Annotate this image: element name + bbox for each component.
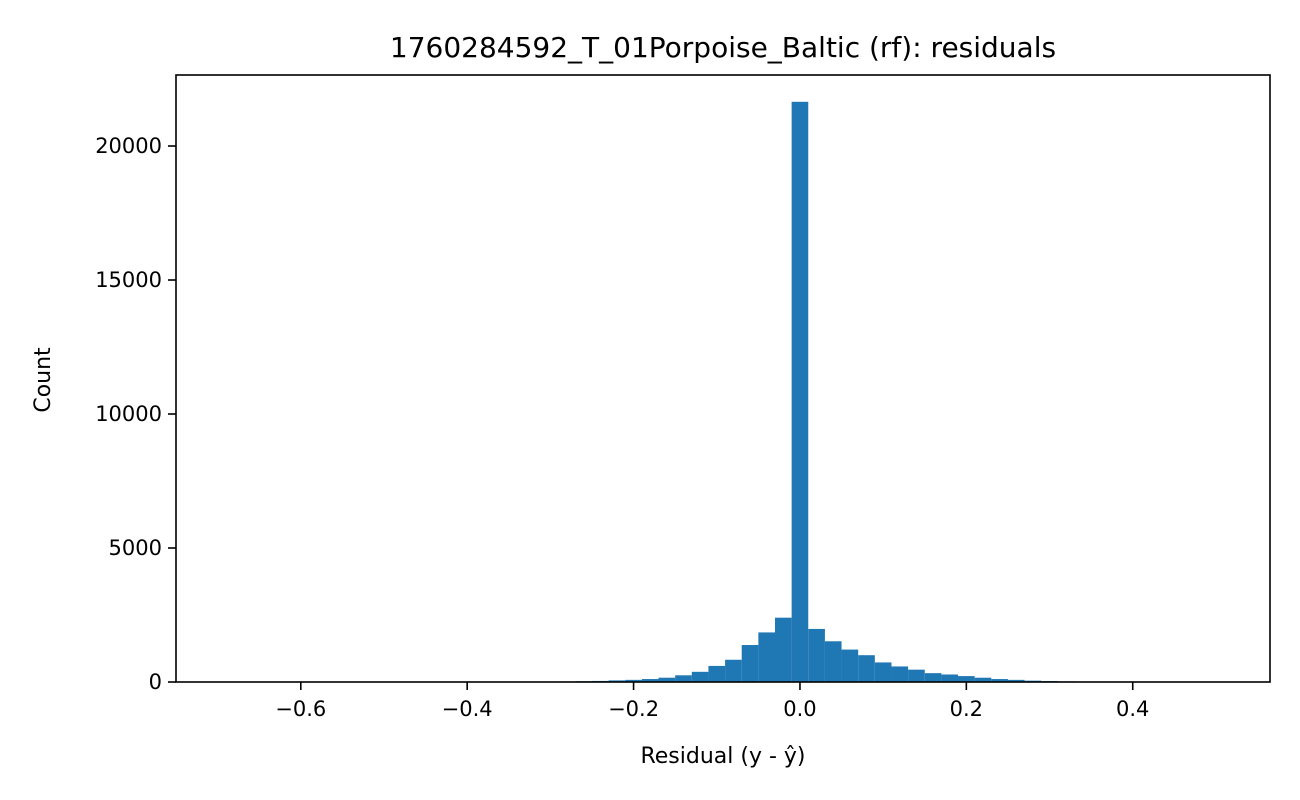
histogram-bar xyxy=(841,649,859,682)
histogram-bar xyxy=(608,680,626,682)
histogram-bar xyxy=(758,632,775,682)
histogram-bar xyxy=(891,666,909,682)
plot-frame xyxy=(175,74,1271,683)
y-tick-label: 0 xyxy=(149,670,162,694)
histogram-bar xyxy=(641,679,659,682)
histogram-bar xyxy=(941,674,959,682)
x-tick-label: −0.4 xyxy=(442,697,493,721)
histogram-bar xyxy=(824,641,842,682)
x-axis-label: Residual (y - ŷ) xyxy=(640,744,805,769)
histogram-bar xyxy=(691,671,709,682)
histogram-bar xyxy=(991,679,1008,682)
y-axis-ticks: 0 5000 10000 15000 20000 xyxy=(95,134,176,694)
histogram-bar xyxy=(658,677,676,682)
histogram-bar xyxy=(625,679,642,682)
bars-group xyxy=(209,101,1241,683)
histogram-bar xyxy=(808,628,825,682)
histogram-bar xyxy=(708,665,726,682)
histogram-bar xyxy=(958,676,975,682)
histogram-bar xyxy=(908,669,925,682)
y-tick-label: 10000 xyxy=(95,402,162,426)
y-axis-label: Count xyxy=(31,347,56,413)
chart-title: 1760284592_T_01Porpoise_Baltic (rf): res… xyxy=(390,31,1056,64)
histogram-bar xyxy=(675,675,692,682)
x-axis-ticks: −0.6 −0.4 −0.2 0.0 0.2 0.4 xyxy=(275,682,1149,721)
histogram-bar xyxy=(791,101,809,683)
histogram-bar xyxy=(725,659,742,682)
y-tick-label: 15000 xyxy=(95,268,162,292)
y-tick-label: 20000 xyxy=(95,134,162,158)
x-tick-label: 0.4 xyxy=(1116,697,1149,721)
x-tick-label: 0.2 xyxy=(950,697,983,721)
x-tick-label: 0.0 xyxy=(783,697,816,721)
x-tick-label: −0.2 xyxy=(608,697,659,721)
histogram-bar xyxy=(1007,679,1025,682)
y-tick-label: 5000 xyxy=(109,536,162,560)
histogram-bar xyxy=(924,673,942,682)
histogram-bar xyxy=(974,677,992,682)
histogram-bar xyxy=(858,655,875,682)
histogram-bar xyxy=(741,645,759,682)
histogram-bar xyxy=(874,662,892,682)
histogram-bar xyxy=(775,617,792,682)
x-tick-label: −0.6 xyxy=(275,697,326,721)
